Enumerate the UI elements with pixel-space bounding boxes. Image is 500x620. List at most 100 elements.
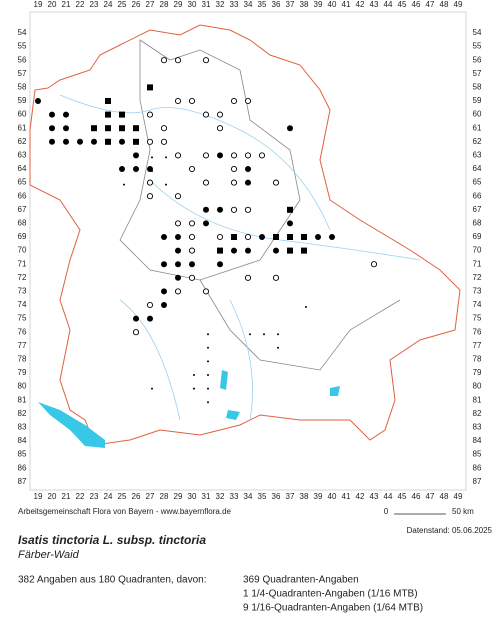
record-open: [188, 247, 196, 254]
record-open: [216, 125, 224, 132]
grid-label-left: 87: [18, 477, 27, 486]
grid-label-bottom: 32: [216, 492, 225, 501]
grid-label-left: 79: [18, 368, 27, 377]
grid-label-bottom: 37: [286, 492, 295, 501]
grid-label-left: 72: [18, 273, 27, 282]
grid-label-left: 61: [18, 123, 27, 132]
grid-label-top: 36: [272, 0, 281, 9]
grid-label-left: 77: [18, 341, 27, 350]
grid-label-left: 67: [18, 205, 27, 214]
record-dot: [193, 387, 195, 390]
grid-label-right: 70: [473, 246, 482, 255]
record-filled: [147, 315, 153, 322]
grid-label-top: 35: [258, 0, 267, 9]
grid-label-bottom: 27: [146, 492, 155, 501]
record-square: [287, 247, 293, 254]
grid-label-left: 65: [18, 178, 27, 187]
record-open: [244, 152, 252, 159]
grid-label-right: 60: [473, 110, 482, 119]
record-filled: [175, 274, 181, 281]
grid-label-right: 59: [473, 96, 482, 105]
record-filled: [273, 247, 279, 254]
grid-label-right: 83: [473, 423, 482, 432]
grid-label-top: 48: [440, 0, 449, 9]
record-filled: [329, 234, 335, 240]
grid-label-left: 81: [18, 395, 27, 404]
record-filled: [189, 261, 195, 268]
grid-label-top: 30: [188, 0, 197, 9]
grid-label-left: 75: [18, 314, 27, 323]
record-filled: [161, 288, 167, 295]
record-square: [119, 111, 125, 118]
record-open: [272, 274, 280, 281]
grid-label-bottom: 34: [244, 492, 253, 501]
grid-label-right: 86: [473, 463, 482, 472]
record-open: [202, 179, 210, 186]
record-open: [146, 111, 154, 118]
record-filled: [119, 138, 125, 145]
record-square: [301, 247, 307, 254]
record-open: [174, 193, 182, 200]
grid-label-bottom: 35: [258, 492, 267, 501]
grid-label-top: 44: [384, 0, 393, 9]
record-open: [202, 152, 210, 159]
grid-label-right: 71: [473, 259, 482, 268]
record-dot: [123, 183, 125, 186]
grid-label-left: 58: [18, 83, 27, 92]
grid-label-bottom: 47: [426, 492, 435, 501]
record-square: [231, 234, 237, 240]
grid-label-left: 66: [18, 191, 27, 200]
record-square: [217, 247, 223, 254]
grid-label-top: 49: [454, 0, 463, 9]
grid-label-right: 67: [473, 205, 482, 214]
grid-label-top: 20: [48, 0, 57, 9]
map-frame: [29, 11, 467, 491]
record-dot: [263, 333, 265, 336]
record-open: [216, 233, 224, 241]
grid-label-right: 77: [473, 341, 482, 350]
grid-label-right: 73: [473, 287, 482, 296]
grid-label-top: 40: [328, 0, 337, 9]
record-open: [258, 152, 266, 159]
grid-label-bottom: 41: [342, 492, 351, 501]
record-open: [244, 233, 252, 241]
record-open: [132, 329, 140, 336]
record-dot: [165, 156, 167, 159]
record-filled: [133, 315, 139, 322]
grid-label-left: 56: [18, 55, 27, 64]
grid-label-bottom: 44: [384, 492, 393, 501]
grid-label-right: 75: [473, 314, 482, 323]
record-square: [105, 125, 111, 132]
record-filled: [175, 234, 181, 240]
record-filled: [119, 166, 125, 172]
grid-label-bottom: 38: [300, 492, 309, 501]
record-filled: [217, 261, 223, 268]
grid-label-top: 27: [146, 0, 155, 9]
record-filled: [175, 247, 181, 254]
grid-label-top: 29: [174, 0, 183, 9]
record-filled: [133, 166, 139, 172]
grid-label-right: 57: [473, 69, 482, 78]
grid-label-left: 69: [18, 232, 27, 241]
grid-label-bottom: 30: [188, 492, 197, 501]
record-open: [202, 57, 210, 64]
record-dot: [277, 333, 279, 336]
record-open: [174, 97, 182, 105]
record-filled: [63, 111, 69, 118]
grid-label-bottom: 19: [34, 492, 43, 501]
grid-label-right: 55: [473, 42, 482, 51]
grid-label-bottom: 40: [328, 492, 337, 501]
record-square: [273, 234, 279, 240]
record-filled: [245, 179, 251, 186]
record-dot: [207, 333, 209, 336]
grid-label-left: 70: [18, 246, 27, 255]
record-dot: [193, 374, 195, 376]
record-filled: [133, 152, 139, 159]
grid-label-top: 42: [356, 0, 365, 9]
grid-label-right: 62: [473, 137, 482, 146]
record-filled: [245, 166, 251, 172]
record-dot: [277, 346, 279, 349]
grid-label-left: 59: [18, 96, 27, 105]
record-dot: [151, 156, 153, 159]
record-open: [230, 152, 238, 159]
